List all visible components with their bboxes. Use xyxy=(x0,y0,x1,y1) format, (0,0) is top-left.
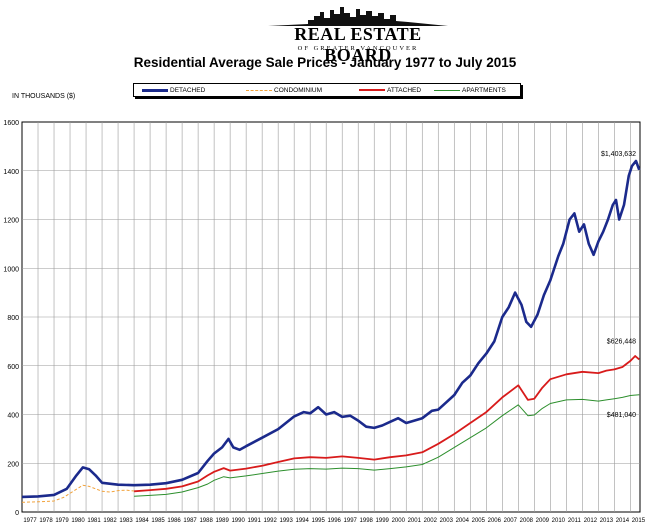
y-tick-label: 400 xyxy=(7,413,19,420)
x-tick-label: 2008 xyxy=(520,518,534,524)
legend-label: CONDOMINIUM xyxy=(274,86,323,94)
x-tick-label: 1993 xyxy=(279,518,293,524)
x-tick-label: 1985 xyxy=(151,518,165,524)
chart-title: Residential Average Sale Prices - Januar… xyxy=(133,55,517,70)
x-tick-label: 2011 xyxy=(568,518,582,524)
board-logo: REAL ESTATE BOARD OF GREATER VANCOUVER xyxy=(268,4,448,65)
x-tick-label: 1980 xyxy=(71,518,85,524)
x-tick-label: 2003 xyxy=(440,518,454,524)
legend-item-attached: ATTACHED xyxy=(359,84,421,96)
legend-swatch xyxy=(142,88,168,92)
legend-item-apartments: APARTMENTS xyxy=(434,84,506,96)
series-line-condominium xyxy=(21,484,135,503)
y-axis-unit-label: IN THOUSANDS ($) xyxy=(12,93,76,100)
x-tick-label: 2009 xyxy=(536,518,550,524)
y-tick-label: 800 xyxy=(7,315,19,322)
x-tick-label: 1977 xyxy=(23,518,37,524)
series-line-attached xyxy=(134,355,640,493)
x-tick-label: 2005 xyxy=(472,518,486,524)
x-tick-label: 1998 xyxy=(360,518,374,524)
logo-subtitle: OF GREATER VANCOUVER xyxy=(297,45,419,52)
legend-label: ATTACHED xyxy=(387,86,422,94)
end-value-label: $626,448 xyxy=(607,338,636,345)
x-tick-label: 2000 xyxy=(392,518,406,524)
x-tick-label: 1984 xyxy=(135,518,149,524)
x-tick-label: 2013 xyxy=(600,518,614,524)
legend-swatch xyxy=(434,89,460,91)
x-tick-label: 1988 xyxy=(199,518,213,524)
x-tick-label: 2007 xyxy=(504,518,518,524)
y-tick-label: 0 xyxy=(15,510,19,517)
legend-label: DETACHED xyxy=(170,86,206,94)
y-tick-label: 1600 xyxy=(3,120,19,127)
x-tick-label: 1995 xyxy=(312,518,326,524)
legend-label: APARTMENTS xyxy=(462,86,506,94)
x-tick-label: 2015 xyxy=(632,518,646,524)
chart-legend: DETACHED CONDOMINIUM ATTACHED APARTMENTS xyxy=(133,83,521,97)
x-tick-label: 1986 xyxy=(167,518,181,524)
series-line-detached xyxy=(21,159,641,499)
x-tick-label: 2002 xyxy=(424,518,438,524)
x-tick-label: 2004 xyxy=(456,518,470,524)
x-tick-label: 1999 xyxy=(376,518,390,524)
x-tick-label: 1989 xyxy=(215,518,229,524)
logo-title: REAL ESTATE BOARD xyxy=(294,24,422,65)
x-tick-label: 2006 xyxy=(488,518,502,524)
end-value-label: $481,040 xyxy=(607,412,636,419)
legend-item-detached: DETACHED xyxy=(142,84,205,96)
x-tick-label: 1978 xyxy=(39,518,53,524)
x-tick-label: 2014 xyxy=(616,518,630,524)
x-tick-label: 2010 xyxy=(552,518,566,524)
x-tick-label: 1997 xyxy=(344,518,358,524)
x-tick-label: 1991 xyxy=(247,518,261,524)
x-tick-label: 1982 xyxy=(103,518,117,524)
y-tick-label: 200 xyxy=(7,461,19,468)
y-tick-label: 1400 xyxy=(3,169,19,176)
x-tick-label: 1990 xyxy=(231,518,245,524)
legend-item-condominium: CONDOMINIUM xyxy=(246,84,322,96)
legend-swatch xyxy=(246,89,272,91)
x-tick-label: 1981 xyxy=(87,518,101,524)
x-tick-label: 1992 xyxy=(263,518,277,524)
x-tick-label: 2012 xyxy=(584,518,598,524)
x-tick-label: 1987 xyxy=(183,518,197,524)
y-tick-label: 1200 xyxy=(3,218,19,225)
y-tick-label: 1000 xyxy=(3,266,19,273)
end-value-label: $1,403,632 xyxy=(601,151,636,158)
x-tick-label: 1983 xyxy=(119,518,133,524)
x-tick-label: 1996 xyxy=(328,518,342,524)
y-tick-label: 600 xyxy=(7,364,19,371)
legend-swatch xyxy=(359,89,385,91)
city-skyline-icon xyxy=(268,7,448,26)
x-tick-label: 1979 xyxy=(55,518,69,524)
x-tick-label: 2001 xyxy=(408,518,422,524)
series-line-apartments xyxy=(134,394,640,497)
x-tick-label: 1994 xyxy=(296,518,310,524)
